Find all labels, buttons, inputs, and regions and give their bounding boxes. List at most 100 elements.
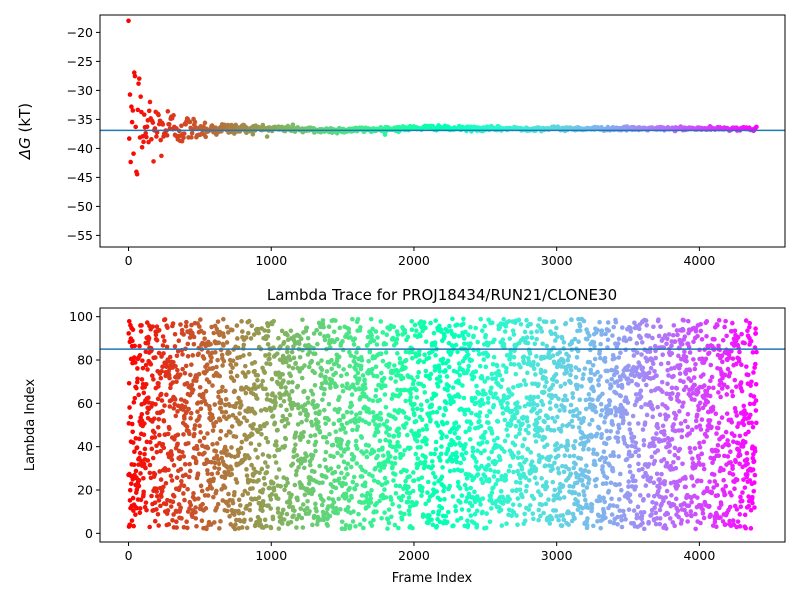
lambda-point — [220, 363, 225, 368]
lambda-point — [254, 396, 260, 401]
lambda-point — [344, 420, 350, 426]
lambda-point — [456, 424, 462, 429]
lambda-point — [263, 523, 269, 529]
lambda-point — [319, 358, 324, 363]
lambda-point — [628, 431, 634, 436]
lambda-point — [665, 381, 670, 387]
lambda-point — [677, 409, 682, 414]
lambda-point — [161, 418, 167, 424]
lambda-point — [600, 391, 605, 397]
lambda-point — [456, 435, 462, 441]
lambda-point — [495, 435, 500, 441]
lambda-point — [275, 496, 281, 502]
lambda-point — [610, 468, 616, 474]
lambda-point — [523, 457, 529, 463]
lambda-point — [367, 410, 372, 415]
lambda-point — [396, 525, 401, 531]
lambda-point — [491, 394, 496, 400]
lambda-point — [454, 450, 459, 455]
lambda-point — [359, 474, 365, 479]
lambda-point — [438, 451, 444, 457]
lambda-point — [287, 500, 293, 506]
lambda-point — [126, 331, 131, 336]
lambda-point — [598, 374, 603, 379]
lambda-point — [283, 385, 288, 390]
lambda-point — [634, 512, 640, 518]
lambda-point — [567, 409, 573, 414]
lambda-point — [341, 414, 346, 420]
lambda-point — [687, 431, 692, 436]
lambda-point — [479, 477, 484, 482]
lambda-point — [154, 489, 159, 494]
lambda-point — [211, 476, 216, 482]
lambda-point — [405, 432, 410, 438]
lambda-point — [175, 348, 181, 354]
lambda-point — [439, 474, 445, 480]
lambda-point — [415, 456, 421, 461]
lambda-point — [576, 492, 582, 497]
lambda-point — [608, 383, 614, 389]
delta-g-point — [202, 120, 208, 126]
lambda-point — [279, 328, 285, 334]
lambda-point — [195, 409, 200, 415]
lambda-point — [538, 325, 543, 331]
lambda-point — [526, 478, 532, 483]
lambda-point — [481, 401, 486, 407]
lambda-point — [534, 354, 539, 359]
lambda-point — [620, 508, 626, 514]
lambda-point — [156, 498, 162, 503]
lambda-point — [547, 521, 553, 526]
lambda-point — [337, 325, 343, 331]
lambda-point — [526, 355, 531, 361]
lambda-point — [511, 385, 516, 390]
lambda-point — [305, 412, 310, 417]
lambda-point — [524, 335, 530, 340]
lambda-point — [524, 418, 530, 424]
lambda-point — [411, 470, 416, 475]
lambda-point — [262, 517, 268, 523]
lambda-point — [615, 514, 620, 520]
lambda-point — [402, 330, 408, 336]
lambda-point — [416, 432, 422, 438]
lambda-point — [348, 353, 354, 358]
lambda-point — [601, 495, 606, 501]
lambda-point — [457, 394, 462, 400]
lambda-point — [189, 362, 194, 367]
lambda-point — [383, 341, 389, 347]
lambda-point — [168, 473, 174, 479]
lambda-point — [296, 341, 302, 347]
lambda-point — [588, 347, 593, 353]
lambda-point — [522, 403, 528, 409]
lambda-point — [381, 375, 387, 381]
lambda-point — [262, 328, 267, 333]
lambda-point — [326, 504, 331, 509]
lambda-point — [403, 398, 409, 404]
lambda-point — [693, 526, 698, 532]
lambda-point — [502, 449, 507, 454]
lambda-point — [165, 325, 170, 330]
lambda-point — [543, 463, 548, 469]
lambda-point — [255, 326, 261, 332]
lambda-point — [336, 496, 341, 502]
lambda-point — [165, 508, 171, 513]
lambda-point — [181, 332, 186, 337]
lambda-point — [697, 444, 703, 450]
lambda-point — [518, 321, 524, 327]
lambda-point — [654, 421, 660, 427]
lambda-point — [518, 382, 523, 388]
lambda-point — [450, 316, 455, 322]
lambda-point — [256, 495, 262, 500]
lambda-point — [391, 433, 397, 439]
lambda-point — [453, 342, 459, 348]
lambda-point — [676, 399, 682, 404]
lambda-point — [349, 495, 354, 500]
lambda-point — [192, 497, 198, 502]
lambda-point — [183, 472, 188, 478]
delta-g-point — [187, 119, 193, 125]
lambda-point — [473, 369, 479, 374]
lambda-point — [625, 367, 630, 373]
lambda-point — [420, 427, 426, 432]
lambda-point — [638, 388, 644, 393]
lambda-point — [404, 468, 409, 474]
lambda-point — [143, 362, 149, 368]
